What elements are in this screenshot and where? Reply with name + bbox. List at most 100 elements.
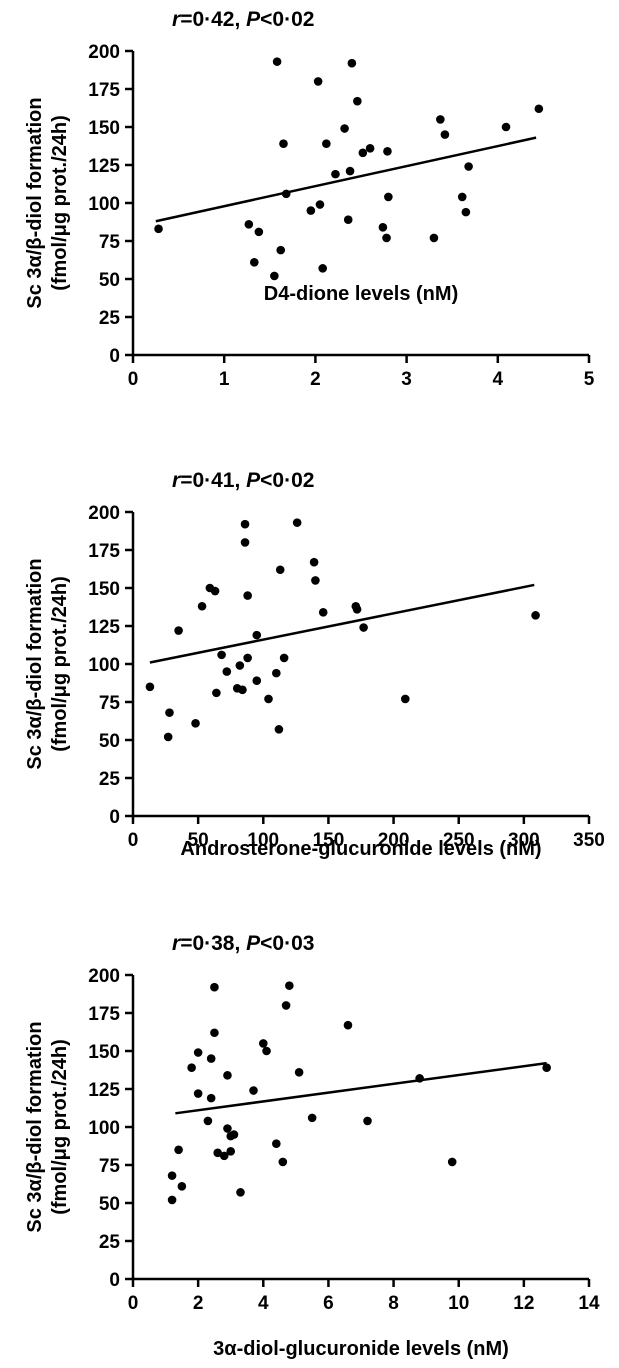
y-tick-label: 25 [99, 769, 121, 790]
data-point [281, 1001, 291, 1010]
correlation-annotation: r=0·38, P<0·03 [172, 932, 314, 955]
y-axis-title-line1: Sc 3α/β-diol formation [24, 97, 46, 308]
x-tick-label: 14 [578, 1293, 600, 1314]
data-point [436, 115, 445, 124]
x-tick-label: 3 [401, 369, 412, 390]
y-tick-label: 75 [99, 693, 121, 714]
data-point [240, 538, 250, 547]
annotation-r-label: r [172, 8, 182, 31]
data-point [203, 1116, 213, 1126]
data-point [274, 725, 284, 734]
data-point [281, 189, 291, 199]
data-point [382, 233, 391, 243]
y-axis-title-line2: (fmol/μg prot./24h) [49, 115, 71, 291]
data-point [217, 650, 226, 660]
data-point [167, 1171, 177, 1180]
data-point [258, 1039, 268, 1048]
data-point [358, 148, 368, 158]
data-point [345, 166, 355, 176]
data-point [309, 557, 319, 567]
data-point [534, 104, 544, 114]
data-point [154, 224, 163, 234]
data-point [213, 1148, 222, 1158]
scatter-panel-1: r=0·42, P<0·02 0 25 50 75 100 125 150 175 200 0 1 2 3… [24, 8, 595, 390]
data-point [331, 169, 340, 179]
x-tick-label: 0 [128, 1293, 139, 1314]
annotation-p-label: P [246, 8, 261, 31]
correlation-annotation: r=0·41, P<0·02 [172, 469, 314, 492]
data-point [219, 1151, 229, 1161]
data-point [340, 124, 349, 133]
data-point [262, 1046, 271, 1056]
x-tick-label: 300 [508, 830, 540, 851]
x-tick-label: 350 [573, 830, 605, 851]
data-point [294, 1067, 304, 1077]
data-point [272, 668, 281, 678]
data-point [210, 982, 219, 992]
data-point [279, 653, 289, 663]
data-point [313, 77, 323, 86]
annotation-r-value: =0·38, [180, 932, 246, 955]
data-point [447, 1157, 457, 1167]
data-point [249, 257, 259, 267]
y-tick-label: 150 [88, 579, 120, 600]
data-point [292, 518, 302, 527]
y-axis-title-line1: Sc 3α/β-diol formation [24, 558, 46, 769]
data-point [206, 1054, 216, 1063]
x-tick-label: 200 [378, 830, 410, 851]
x-tick-label: 100 [247, 830, 279, 851]
x-tick-label: 2 [193, 1293, 204, 1314]
regression-line [175, 1061, 547, 1115]
data-point [165, 708, 174, 717]
x-tick-label: 6 [323, 1293, 334, 1314]
data-point [384, 192, 393, 202]
data-point [531, 611, 540, 620]
data-point [174, 1145, 183, 1155]
annotation-p-label: P [246, 469, 261, 492]
y-tick-label: 25 [99, 308, 121, 329]
annotation-p-value: <0·02 [260, 469, 314, 492]
data-point [343, 215, 353, 225]
data-point [191, 718, 200, 728]
data-point [322, 139, 331, 149]
data-point [429, 233, 439, 243]
data-point [272, 1139, 281, 1149]
data-point [318, 264, 327, 273]
data-point [415, 1074, 424, 1083]
data-point [163, 732, 173, 742]
x-tick-label: 4 [258, 1293, 269, 1314]
data-point [193, 1089, 203, 1098]
data-point [307, 1113, 317, 1123]
annotation-p-value: <0·02 [260, 8, 314, 31]
x-axis-title: D4-dione levels (nM) [264, 283, 458, 305]
data-point [212, 688, 221, 698]
x-axis-title: Androsterone-glucuronide levels (nM) [180, 838, 541, 860]
annotation-r-label: r [172, 932, 182, 955]
data-point [177, 1181, 187, 1191]
annotation-r-value: =0·42, [180, 8, 246, 31]
data-point [210, 1028, 219, 1038]
data-point [501, 122, 511, 132]
data-point [252, 630, 262, 640]
data-point [174, 626, 183, 635]
scatter-panel-3: r=0·38, P<0·03 0 25 50 75 100 125 150 175 200 0 2 4 6… [24, 932, 600, 1360]
data-point [311, 576, 320, 585]
y-tick-label: 50 [99, 1194, 120, 1215]
x-tick-label: 5 [584, 369, 595, 390]
y-tick-label: 0 [109, 1270, 120, 1291]
annotation-p-value: <0·03 [260, 932, 314, 955]
data-point [542, 1063, 551, 1073]
y-tick-label: 150 [88, 118, 120, 139]
y-tick-label: 100 [88, 655, 120, 676]
x-tick-label: 10 [448, 1293, 469, 1314]
data-point [252, 676, 262, 686]
y-axis-title-line1: Sc 3α/β-diol formation [24, 1021, 46, 1232]
data-point [249, 1086, 258, 1095]
data-point [197, 601, 207, 611]
data-point [457, 192, 467, 202]
y-tick-label: 175 [88, 541, 120, 562]
data-point [236, 1188, 245, 1197]
data-point [306, 206, 316, 215]
y-tick-label: 0 [109, 807, 120, 828]
data-point [383, 147, 392, 156]
